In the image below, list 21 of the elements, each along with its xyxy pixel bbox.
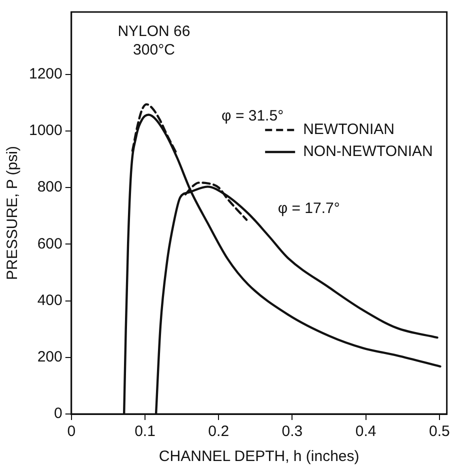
x-tick-label: 0.5 <box>429 423 450 440</box>
annotation: φ = 17.7° <box>278 200 340 218</box>
legend-label: NEWTONIAN <box>303 121 395 138</box>
x-tick-label: 0.1 <box>134 423 156 440</box>
x-tick-label: 0 <box>67 423 76 440</box>
y-tick-label: 200 <box>37 348 62 366</box>
y-tick-label: 1200 <box>28 65 62 82</box>
y-tick-label: 400 <box>37 292 62 309</box>
x-tick-label: 0.4 <box>355 423 376 440</box>
y-tick-label: 0 <box>54 405 62 422</box>
legend-label: NON-NEWTONIAN <box>303 143 433 160</box>
x-tick-label: 0.3 <box>282 423 303 440</box>
annotation: φ = 31.5° <box>222 108 284 125</box>
x-axis-title: CHANNEL DEPTH, h (inches) <box>158 448 360 466</box>
y-tick-label: 800 <box>37 178 62 196</box>
y-tick-label: 1000 <box>28 122 62 140</box>
annotation: NYLON 66 <box>118 23 190 40</box>
x-tick-label: 0.2 <box>208 423 230 440</box>
y-tick-label: 600 <box>37 235 62 252</box>
annotation: 300°C <box>133 41 176 58</box>
y-axis-title: PRESSURE, P (psi) <box>4 146 22 280</box>
